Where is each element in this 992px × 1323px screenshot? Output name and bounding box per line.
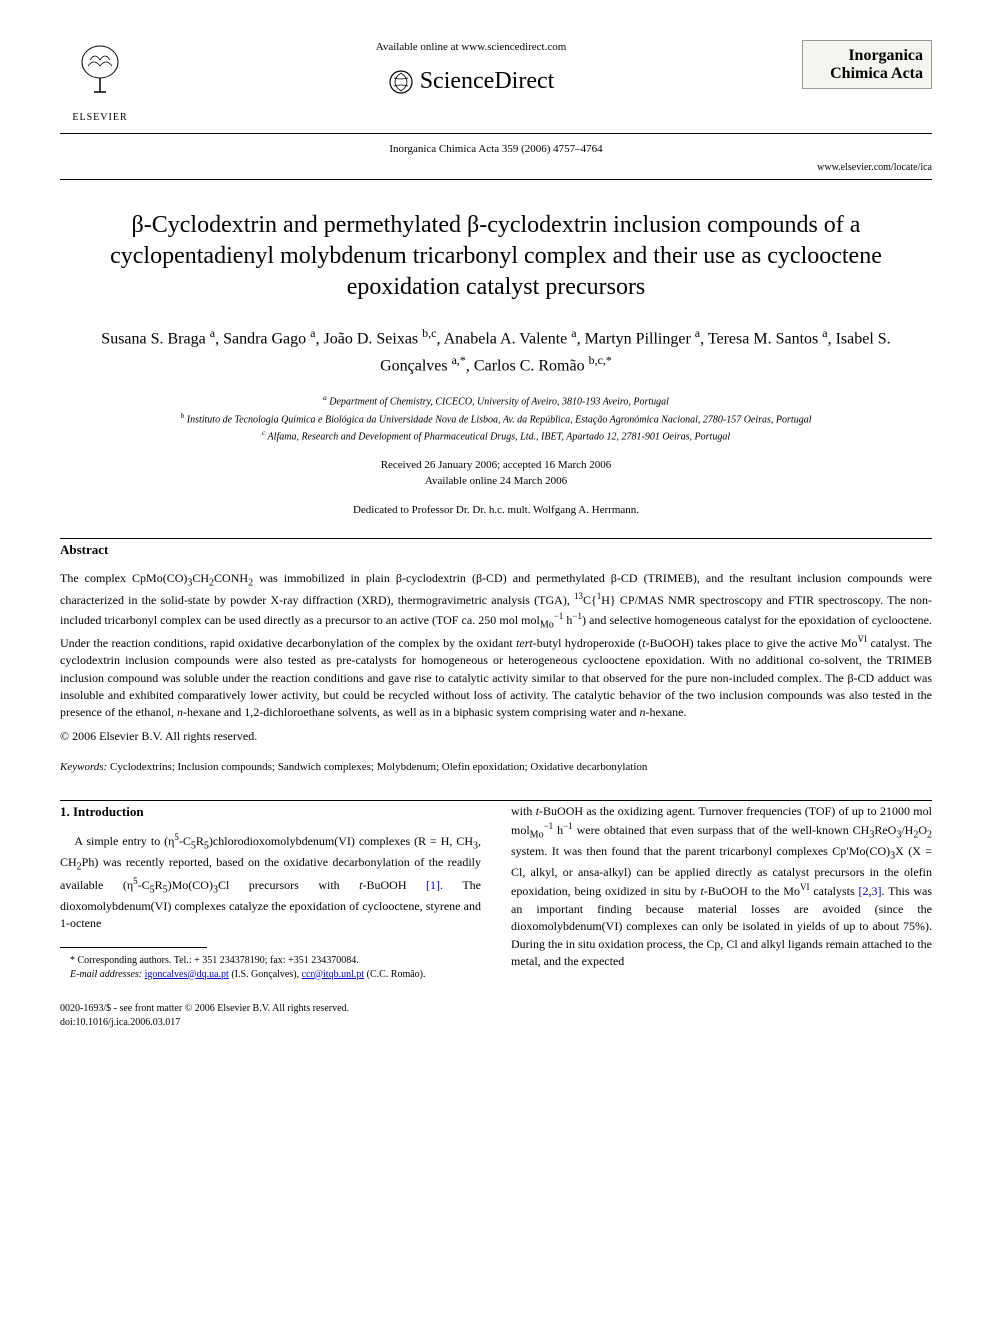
citation-line: Inorganica Chimica Acta 359 (2006) 4757–… (60, 142, 932, 157)
intro-heading: 1. Introduction (60, 803, 481, 821)
abstract-heading: Abstract (60, 541, 932, 559)
keywords: Keywords: Cyclodextrins; Inclusion compo… (60, 760, 932, 775)
elsevier-label: ELSEVIER (60, 111, 140, 125)
footer: 0020-1693/$ - see front matter © 2006 El… (60, 1002, 481, 1030)
footnote-emails: E-mail addresses: igoncalves@dq.ua.pt (I… (60, 968, 481, 982)
affiliation-a: a Department of Chemistry, CICECO, Unive… (60, 392, 932, 409)
journal-name: Inorganica Chimica Acta (802, 40, 932, 89)
keywords-text: Cyclodextrins; Inclusion compounds; Sand… (110, 761, 647, 773)
right-column: with t-BuOOH as the oxidizing agent. Tur… (511, 803, 932, 1030)
email-1[interactable]: igoncalves@dq.ua.pt (145, 969, 229, 980)
email-2-name: (C.C. Romão). (367, 969, 426, 980)
keywords-label: Keywords: (60, 761, 107, 773)
dedication: Dedicated to Professor Dr. Dr. h.c. mult… (60, 503, 932, 518)
affiliation-c: c Alfama, Research and Development of Ph… (60, 427, 932, 444)
intro-para-left: A simple entry to (η5-C5R5)chlorodioxomo… (60, 831, 481, 932)
dates: Received 26 January 2006; accepted 16 Ma… (60, 458, 932, 489)
header-rule-top (60, 133, 932, 134)
abstract-copyright: © 2006 Elsevier B.V. All rights reserved… (60, 728, 932, 745)
abstract-rule-top (60, 538, 932, 539)
article-title: β-Cyclodextrin and permethylated β-cyclo… (100, 210, 892, 304)
header-row: ELSEVIER Available online at www.science… (60, 40, 932, 125)
affiliation-b: b Instituto de Tecnologia Química e Biol… (60, 410, 932, 427)
email-2[interactable]: ccr@itqb.unl.pt (302, 969, 365, 980)
header-rule-bottom (60, 179, 932, 180)
received-date: Received 26 January 2006; accepted 16 Ma… (60, 458, 932, 473)
journal-box: Inorganica Chimica Acta (802, 40, 932, 89)
elsevier-logo: ELSEVIER (60, 40, 140, 125)
email-label: E-mail addresses: (70, 969, 142, 980)
center-header: Available online at www.sciencedirect.co… (140, 40, 802, 99)
sciencedirect-label: ScienceDirect (420, 65, 555, 99)
online-date: Available online 24 March 2006 (60, 474, 932, 489)
sciencedirect-brand: ScienceDirect (140, 65, 802, 99)
intro-para-right: with t-BuOOH as the oxidizing agent. Tur… (511, 803, 932, 971)
journal-name-line2: Chimica Acta (811, 65, 923, 83)
issn-line: 0020-1693/$ - see front matter © 2006 El… (60, 1002, 481, 1016)
footnote-corresponding: * Corresponding authors. Tel.: + 351 234… (60, 954, 481, 968)
journal-name-line1: Inorganica (811, 47, 923, 65)
journal-url: www.elsevier.com/locate/ica (60, 161, 932, 175)
abstract-body: The complex CpMo(CO)3CH2CONH2 was immobi… (60, 570, 932, 722)
doi-line: doi:10.1016/j.ica.2006.03.017 (60, 1016, 481, 1030)
sciencedirect-icon (388, 69, 414, 95)
abstract-rule-bottom (60, 800, 932, 801)
left-column: 1. Introduction A simple entry to (η5-C5… (60, 803, 481, 1030)
two-column-body: 1. Introduction A simple entry to (η5-C5… (60, 803, 932, 1030)
affiliations: a Department of Chemistry, CICECO, Unive… (60, 392, 932, 444)
authors: Susana S. Braga a, Sandra Gago a, João D… (100, 324, 892, 379)
available-online-text: Available online at www.sciencedirect.co… (140, 40, 802, 55)
footnote-separator (60, 947, 207, 948)
email-1-name: (I.S. Gonçalves), (231, 969, 299, 980)
elsevier-tree-icon (70, 40, 130, 100)
